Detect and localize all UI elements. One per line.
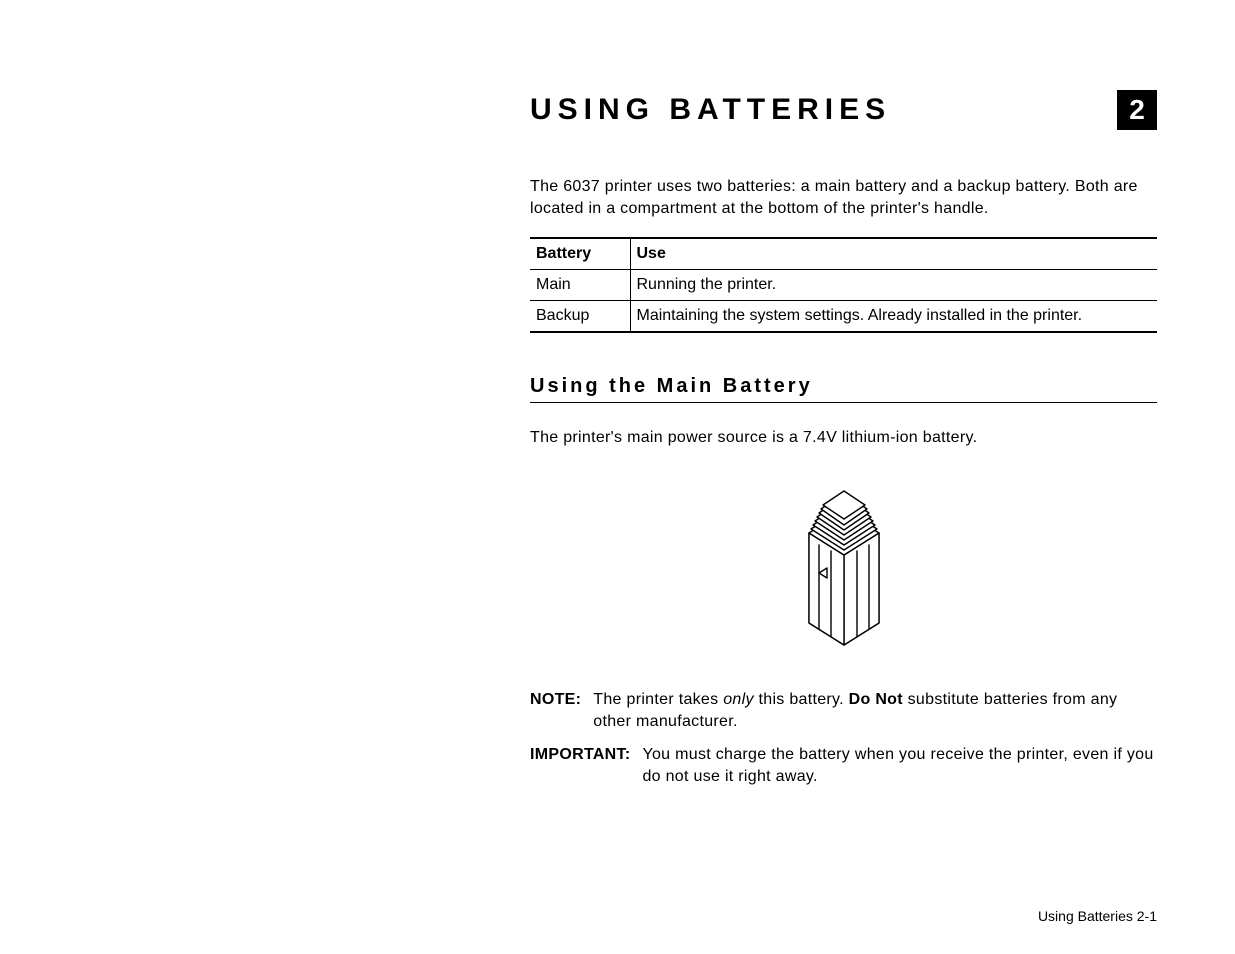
cell-battery: Backup [530, 301, 630, 333]
cell-use: Running the printer. [630, 270, 1157, 301]
chapter-title: USING BATTERIES [530, 93, 891, 127]
cell-use: Maintaining the system settings. Already… [630, 301, 1157, 333]
note-label: NOTE: [530, 689, 581, 732]
table-row: Main Running the printer. [530, 270, 1157, 301]
intro-paragraph: The 6037 printer uses two batteries: a m… [530, 176, 1157, 219]
page-footer: Using Batteries 2-1 [1038, 908, 1157, 924]
battery-table: Battery Use Main Running the printer. Ba… [530, 237, 1157, 333]
important-label: IMPORTANT: [530, 744, 630, 787]
note-text-only: only [723, 691, 754, 708]
note-block: NOTE: The printer takes only this batter… [530, 689, 1157, 732]
col-header-use: Use [630, 238, 1157, 270]
important-text: You must charge the battery when you rec… [642, 744, 1157, 787]
battery-illustration [530, 473, 1157, 653]
important-block: IMPORTANT: You must charge the battery w… [530, 744, 1157, 787]
chapter-number-badge: 2 [1117, 90, 1157, 130]
note-text-pre: The printer takes [593, 691, 723, 708]
note-text-donot: Do Not [849, 691, 903, 708]
page: USING BATTERIES 2 The 6037 printer uses … [0, 0, 1235, 954]
table-row: Backup Maintaining the system settings. … [530, 301, 1157, 333]
note-text: The printer takes only this battery. Do … [593, 689, 1157, 732]
table-header-row: Battery Use [530, 238, 1157, 270]
col-header-battery: Battery [530, 238, 630, 270]
note-text-mid: this battery. [754, 691, 849, 708]
section-body: The printer's main power source is a 7.4… [530, 429, 1157, 447]
section-heading: Using the Main Battery [530, 375, 1157, 403]
chapter-header: USING BATTERIES 2 [530, 90, 1157, 130]
cell-battery: Main [530, 270, 630, 301]
battery-icon [789, 473, 899, 653]
